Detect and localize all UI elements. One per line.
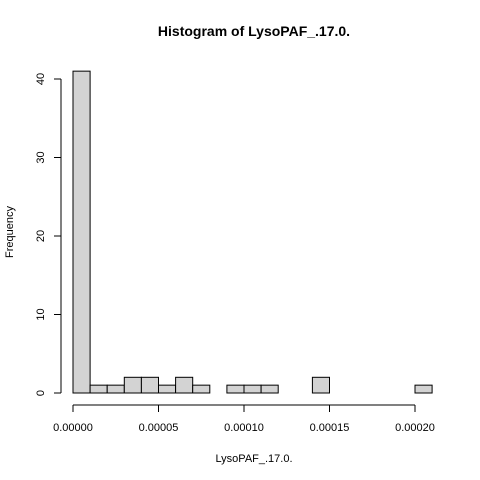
y-tick-label: 20	[35, 230, 47, 242]
histogram-bar	[260, 384, 279, 394]
histogram-bars	[72, 70, 433, 394]
histogram-bar	[311, 376, 330, 394]
histogram-bar	[175, 376, 194, 394]
histogram-bar	[158, 384, 177, 394]
histogram-bar	[123, 376, 142, 394]
chart-title: Histogram of LysoPAF_.17.0.	[158, 23, 350, 39]
y-axis-label: Frequency	[4, 206, 16, 258]
histogram-bar	[226, 384, 245, 394]
x-tick-label: 0.00020	[395, 422, 435, 434]
x-axis-label: LysoPAF_.17.0.	[215, 453, 292, 465]
x-axis: 0.00000 0.00005 0.00010 0.00015 0.00020	[53, 404, 435, 434]
x-tick-label: 0.00010	[224, 422, 264, 434]
histogram-bar	[89, 384, 108, 394]
histogram-bar	[106, 384, 125, 394]
x-tick-label: 0.00000	[53, 422, 93, 434]
y-tick-label: 30	[35, 151, 47, 163]
histogram-bar	[140, 376, 159, 394]
y-axis: 0 10 20 30 40	[35, 73, 62, 396]
x-tick-label: 0.00005	[139, 422, 179, 434]
histogram-bar	[243, 384, 262, 394]
y-tick-label: 0	[35, 390, 47, 396]
histogram-bar	[192, 384, 211, 394]
histogram-bar	[414, 384, 433, 394]
y-tick-label: 10	[35, 308, 47, 320]
histogram-bar	[72, 70, 91, 394]
x-tick-label: 0.00015	[310, 422, 350, 434]
y-tick-label: 40	[35, 73, 47, 85]
